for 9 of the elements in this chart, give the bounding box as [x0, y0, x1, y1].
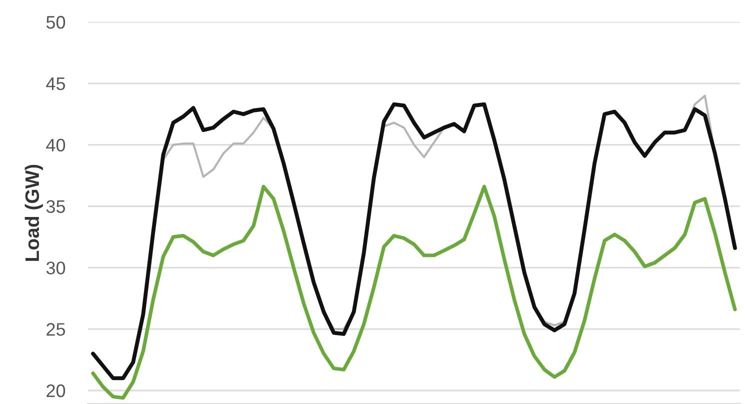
y-tick-label: 35 [46, 200, 66, 213]
y-tick-label: 30 [46, 262, 66, 274]
y-tick-label: 50 [46, 16, 66, 29]
y-tick-label: 45 [46, 78, 66, 90]
y-tick-label: 20 [46, 384, 66, 398]
y-axis-title: Load (GW) [24, 164, 43, 261]
y-tick-label: 25 [46, 323, 66, 336]
line-series [91, 184, 737, 400]
y-tick-label: 40 [46, 138, 66, 152]
